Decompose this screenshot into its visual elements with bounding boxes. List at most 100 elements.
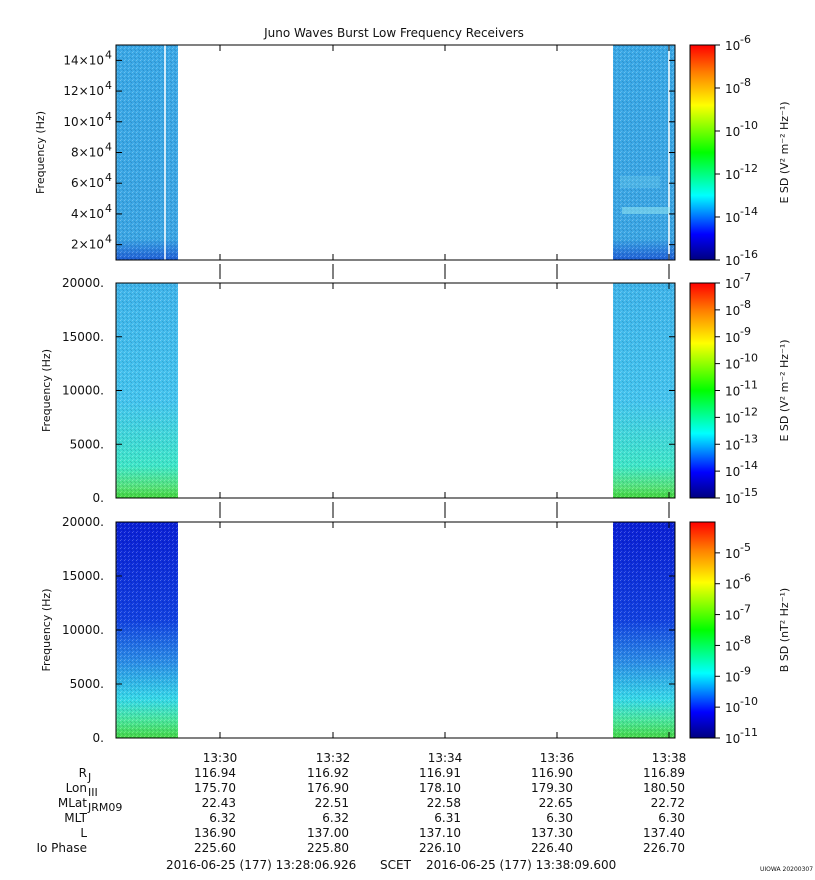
y-tick-label: 10×10 — [63, 115, 104, 129]
colorbar-tick-label: 10 — [725, 732, 740, 746]
colorbar-tick-exponent: -9 — [740, 664, 751, 677]
colorbar-tick-label: 10 — [725, 465, 740, 479]
ephemeris-value: 22.43 — [202, 796, 236, 810]
colorbar-tick-exponent: -8 — [740, 633, 751, 646]
y-tick-label: 6×10 — [71, 176, 104, 190]
x-tick-label: 13:34 — [428, 751, 463, 765]
colorbar-tick-label: 10 — [725, 609, 740, 623]
spectrogram-noise-2 — [613, 522, 675, 738]
footer-scet: SCET — [380, 858, 412, 872]
colorbar — [689, 282, 716, 499]
ephemeris-value: 116.91 — [419, 766, 461, 780]
y-axis-label: Frequency (Hz) — [40, 349, 53, 432]
ephemeris-label-subscript: J — [87, 771, 91, 784]
y-tick-exponent: 4 — [105, 141, 112, 154]
colorbar-tick-label: 10 — [725, 438, 740, 452]
y-tick-label: 5000. — [70, 437, 104, 451]
ephemeris-value: 137.10 — [419, 826, 461, 840]
colorbar-tick-label: 10 — [725, 254, 740, 268]
ephemeris-label: MLat — [58, 796, 87, 810]
ephemeris-row: L 136.90 137.00 137.10 137.30 137.40 — [80, 826, 685, 840]
spectrogram-noise-2 — [613, 283, 675, 498]
panel-2: 0. 5000. 10000. 15000. 20000. Frequency (Hz) 1… — [40, 271, 791, 518]
y-tick-label: 14×10 — [63, 53, 104, 67]
colorbar-tick-exponent: -5 — [740, 541, 751, 554]
ephemeris-value: 176.90 — [307, 781, 349, 795]
ephemeris-value: 6.31 — [434, 811, 461, 825]
emission-band — [622, 207, 670, 214]
ephemeris-value: 137.30 — [531, 826, 573, 840]
x-tick-label: 13:38 — [652, 751, 687, 765]
ephemeris-value: 137.00 — [307, 826, 349, 840]
ephemeris-row: Io Phase 225.60 225.80 226.10 226.40 226.70 — [36, 841, 685, 855]
colorbar-tick-label: 10 — [725, 639, 740, 653]
y-tick-label: 5000. — [70, 677, 104, 691]
ephemeris-row: MLT 6.32 6.32 6.31 6.30 6.30 — [64, 811, 685, 825]
emission-band — [620, 176, 660, 188]
ephemeris-value: 226.70 — [643, 841, 685, 855]
y-tick-exponent: 4 — [105, 233, 112, 246]
colorbar-tick-label: 10 — [725, 39, 740, 53]
colorbar — [689, 44, 716, 261]
colorbar-tick-exponent: -6 — [740, 33, 751, 46]
spectrogram-noise-1 — [116, 45, 178, 260]
colorbar-label: B SD (nT² Hz⁻¹) — [778, 588, 791, 672]
ephemeris-value: 6.30 — [546, 811, 573, 825]
ephemeris-value: 22.58 — [427, 796, 461, 810]
y-axis-label: Frequency (Hz) — [40, 589, 53, 672]
colorbar-tick-exponent: -12 — [740, 162, 758, 175]
y-axis-label: Frequency (Hz) — [34, 111, 47, 194]
y-tick-label: 2×10 — [71, 238, 104, 252]
colorbar-tick-exponent: -10 — [740, 119, 758, 132]
colorbar-tick-exponent: -12 — [740, 405, 758, 418]
colorbar-tick-label: 10 — [725, 277, 740, 291]
plot-frame — [115, 44, 676, 261]
colorbar-tick-exponent: -9 — [740, 325, 751, 338]
ephemeris-value: 226.10 — [419, 841, 461, 855]
spectrogram-noise-1 — [116, 522, 178, 738]
colorbar-tick-label: 10 — [725, 82, 740, 96]
colorbar-tick-exponent: -14 — [740, 459, 758, 472]
ephemeris-value: 22.51 — [315, 796, 349, 810]
footer-end-time: 2016-06-25 (177) 13:38:09.600 — [426, 858, 616, 872]
ephemeris-value: 137.40 — [643, 826, 685, 840]
spectrogram-noise-2 — [613, 45, 675, 260]
colorbar-label: E SD (V² m⁻² Hz⁻¹) — [778, 101, 791, 203]
plot-frame — [115, 521, 676, 739]
x-tick-label: 13:36 — [540, 751, 575, 765]
y-tick-label: 8×10 — [71, 146, 104, 160]
ephemeris-label: MLT — [64, 811, 87, 825]
ephemeris-value: 225.80 — [307, 841, 349, 855]
ephemeris-value: 116.90 — [531, 766, 573, 780]
y-tick-label: 4×10 — [71, 207, 104, 221]
ephemeris-value: 6.32 — [209, 811, 236, 825]
colorbar-tick-label: 10 — [725, 385, 740, 399]
panel-3: 0. 5000. 10000. 15000. 20000. Frequency (Hz) 1… — [40, 515, 791, 746]
ephemeris-value: 180.50 — [643, 781, 685, 795]
y-tick-exponent: 4 — [105, 79, 112, 92]
ephemeris-value: 116.89 — [643, 766, 685, 780]
colorbar-tick-exponent: -10 — [740, 695, 758, 708]
y-tick-exponent: 4 — [105, 171, 112, 184]
colorbar-tick-exponent: -15 — [740, 486, 758, 499]
ephemeris-label: L — [80, 826, 87, 840]
colorbar-tick-exponent: -11 — [740, 726, 758, 739]
x-tick-label: 13:30 — [203, 751, 238, 765]
panel-1: 2×10 44×10 46×10 48×10 410×10 412×10 414×10 4Fr… — [34, 33, 791, 279]
y-tick-label: 10000. — [62, 623, 104, 637]
y-tick-label: 10000. — [62, 384, 104, 398]
colorbar-tick-label: 10 — [725, 358, 740, 372]
colorbar-tick-label: 10 — [725, 331, 740, 345]
ephemeris-value: 116.92 — [307, 766, 349, 780]
colorbar-tick-exponent: -11 — [740, 379, 758, 392]
y-tick-exponent: 4 — [105, 48, 112, 61]
footer-start-time: 2016-06-25 (177) 13:28:06.926 — [166, 858, 356, 872]
colorbar — [689, 521, 716, 739]
colorbar-tick-label: 10 — [725, 701, 740, 715]
ephemeris-row: Lon III 175.70 176.90 178.10 179.30 180.50 — [66, 781, 685, 799]
ephemeris-value: 22.65 — [539, 796, 573, 810]
colorbar-tick-exponent: -13 — [740, 432, 758, 445]
colorbar-tick-exponent: -8 — [740, 76, 751, 89]
colorbar-tick-label: 10 — [725, 125, 740, 139]
